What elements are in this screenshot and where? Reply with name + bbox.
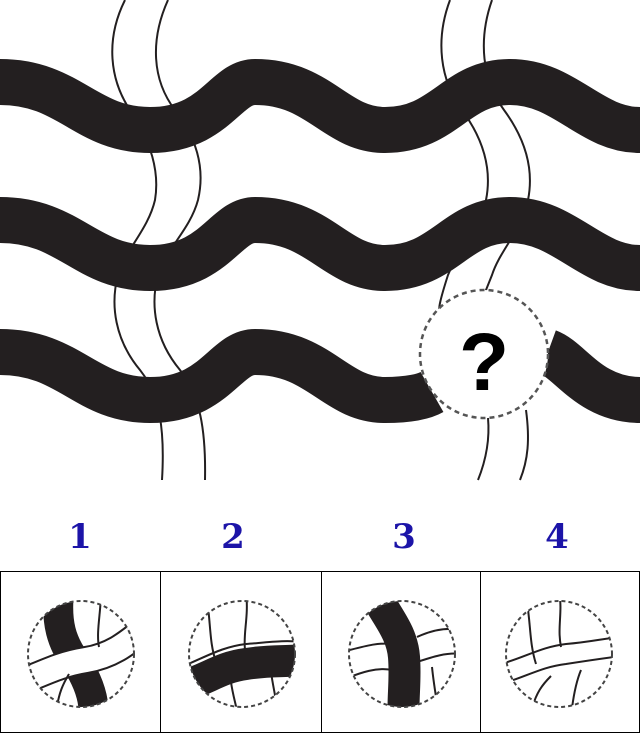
missing-piece-circle: [418, 288, 550, 420]
thread-right-a: [438, 0, 489, 311]
pattern-panel: ?: [0, 0, 640, 481]
wave-1: [0, 58, 640, 154]
wave-3-right: [537, 330, 640, 423]
thread-right-b: [482, 0, 531, 296]
option-2-piece: [188, 600, 296, 708]
option-1-cell[interactable]: [0, 571, 161, 733]
option-number-4: 4: [545, 517, 569, 557]
thread-right-a-low: [477, 417, 490, 481]
wave-3-left: [0, 328, 444, 424]
option-4-piece: [505, 600, 613, 708]
option-2-cell[interactable]: [160, 571, 322, 733]
option-1-piece: [27, 600, 135, 708]
wave-2: [0, 196, 640, 292]
option-3-cell[interactable]: [321, 571, 481, 733]
option-number-2: 2: [221, 517, 245, 557]
question-mark: ?: [459, 317, 509, 408]
option-number-1: 1: [68, 517, 92, 557]
option-3-piece: [348, 600, 456, 708]
horizontal-waves: [0, 58, 640, 424]
option-4-cell[interactable]: [480, 571, 640, 733]
thread-right-b-low: [519, 409, 529, 481]
option-number-3: 3: [392, 517, 416, 557]
